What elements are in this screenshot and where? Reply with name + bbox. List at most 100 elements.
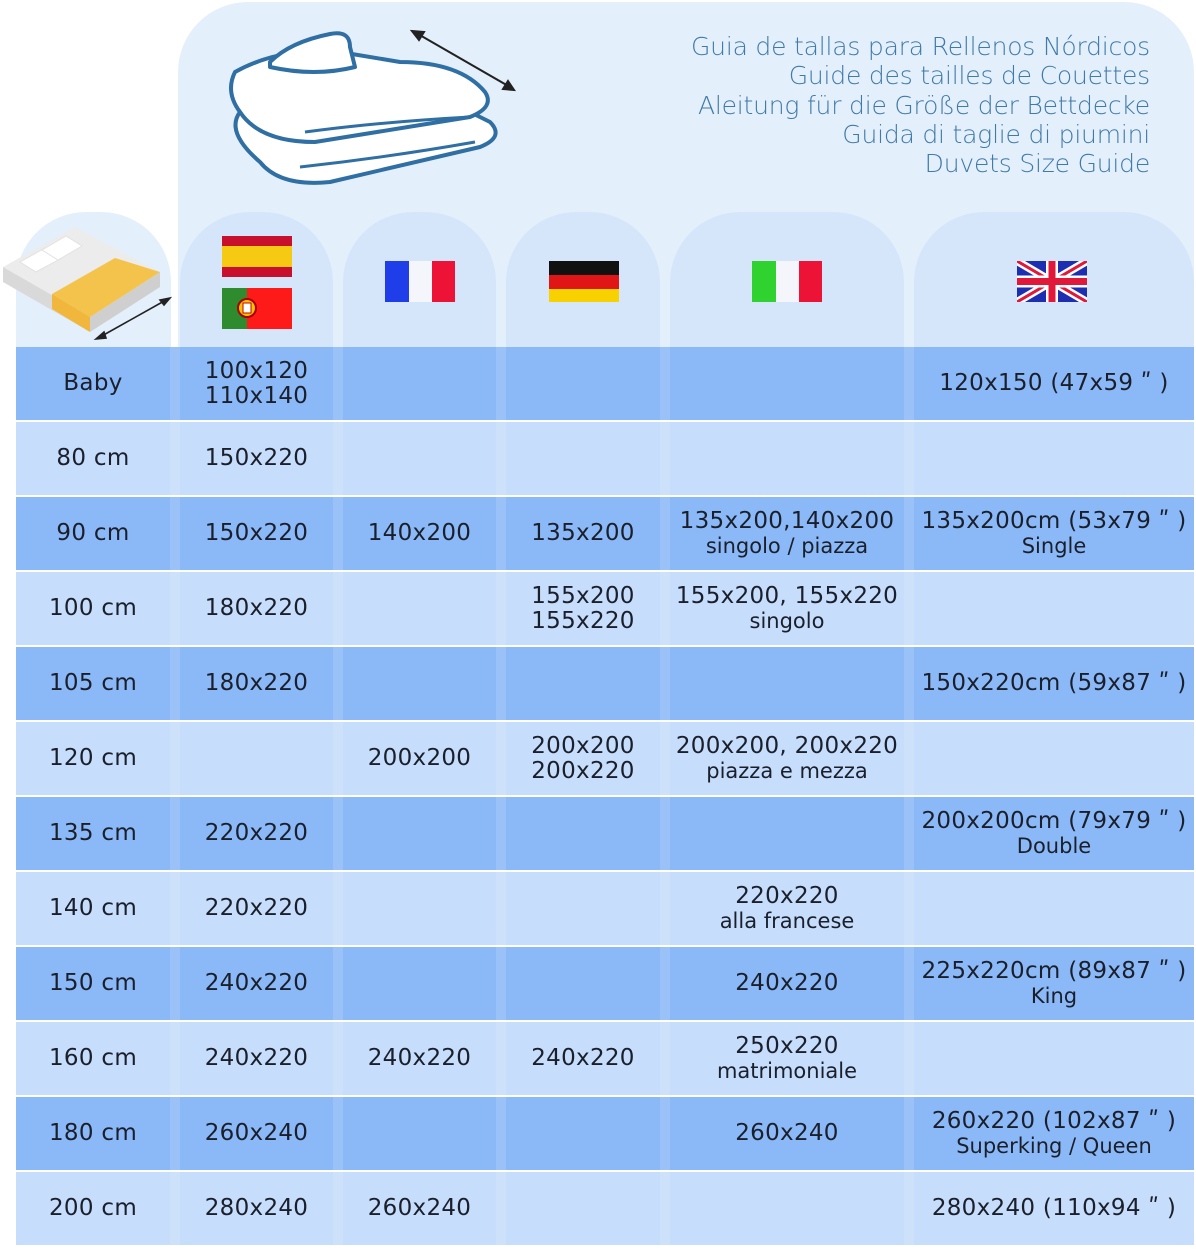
- bed-size-cell: 80 cm: [16, 422, 170, 495]
- uk-flag-icon: [1017, 261, 1087, 302]
- uk-size-cell: 135x200cm (53x79 ʺ ) Single: [914, 497, 1194, 570]
- column-divider: [333, 1022, 343, 1095]
- table-row: Baby 100x120 110x140 120x150 (47x59 ʺ ): [16, 347, 1194, 420]
- column-divider: [170, 422, 180, 495]
- title-en: Duvets Size Guide: [924, 149, 1151, 179]
- it-size-cell: 155x200, 155x220 singolo: [670, 572, 904, 645]
- cell-text: 280x240: [204, 1195, 309, 1221]
- column-divider: [496, 1022, 506, 1095]
- column-divider: [496, 647, 506, 720]
- column-divider: [904, 722, 914, 795]
- column-divider: [333, 572, 343, 645]
- it-size-cell: [670, 422, 904, 495]
- cell-text: 160 cm: [48, 1045, 138, 1071]
- table-row: 140 cm 220x220 220x220 alla francese: [16, 872, 1194, 945]
- column-divider: [170, 1097, 180, 1170]
- france-flag-icon: [385, 261, 455, 302]
- es_pt-size-cell: 260x240: [180, 1097, 333, 1170]
- cell-text: 140 cm: [48, 895, 138, 921]
- column-divider: [170, 722, 180, 795]
- column-divider: [904, 347, 914, 420]
- cell-text: 200x200: [531, 732, 635, 759]
- column-divider: [904, 422, 914, 495]
- column-divider: [660, 1022, 670, 1095]
- table-row: 90 cm 150x220 140x200 135x200 135x200,140x20…: [16, 497, 1194, 570]
- cell-text: 180 cm: [48, 1120, 138, 1146]
- column-divider: [904, 947, 914, 1020]
- cell-text: 135x200cm (53x79 ʺ ): [921, 507, 1187, 534]
- cell-text: Superking / Queen: [956, 1133, 1152, 1158]
- cell-text: 150x220: [204, 445, 309, 471]
- column-divider: [170, 647, 180, 720]
- cell-text: Baby: [63, 370, 123, 396]
- table-row: 100 cm 180x220 155x200 155x220 155x200, 155x…: [16, 572, 1194, 645]
- table-row: 150 cm 240x220 240x220 225x220cm (89x87 ʺ )…: [16, 947, 1194, 1020]
- fr-size-cell: 260x240: [343, 1172, 496, 1245]
- column-divider: [904, 797, 914, 870]
- de-size-cell: [506, 797, 660, 870]
- column-divider: [170, 872, 180, 945]
- es_pt-size-cell: 150x220: [180, 422, 333, 495]
- cell-text: 220x220: [204, 895, 309, 921]
- it-size-cell: [670, 1172, 904, 1245]
- column-divider: [904, 497, 914, 570]
- uk-size-cell: 260x220 (102x87 ʺ ) Superking / Queen: [914, 1097, 1194, 1170]
- column-divider: [496, 722, 506, 795]
- cell-text: 260x240: [204, 1120, 309, 1146]
- it-size-cell: 135x200,140x200 singolo / piazza: [670, 497, 904, 570]
- uk-size-cell: [914, 872, 1194, 945]
- bed-size-cell: 90 cm: [16, 497, 170, 570]
- cell-text: 220x220: [735, 882, 839, 909]
- es_pt-size-cell: 150x220: [180, 497, 333, 570]
- cell-text: 200 cm: [48, 1195, 138, 1221]
- bed-size-cell: 160 cm: [16, 1022, 170, 1095]
- es_pt-size-cell: 180x220: [180, 572, 333, 645]
- it-size-cell: 200x200, 200x220 piazza e mezza: [670, 722, 904, 795]
- column-divider: [170, 797, 180, 870]
- cell-text: 240x220: [204, 1045, 309, 1071]
- uk-size-cell: 225x220cm (89x87 ʺ ) King: [914, 947, 1194, 1020]
- bed-size-cell: 140 cm: [16, 872, 170, 945]
- it-size-cell: 250x220 matrimoniale: [670, 1022, 904, 1095]
- de-size-cell: [506, 947, 660, 1020]
- cell-text: 200x220: [531, 757, 635, 784]
- column-divider: [660, 1097, 670, 1170]
- cell-text: 200x200: [367, 745, 472, 771]
- cell-text: 200x200cm (79x79 ʺ ): [921, 807, 1187, 834]
- column-divider: [904, 872, 914, 945]
- column-divider: [660, 347, 670, 420]
- column-divider: [496, 497, 506, 570]
- es-pt-column-header: [180, 212, 333, 362]
- cell-text: 155x220: [531, 607, 635, 634]
- cell-text: 105 cm: [48, 670, 138, 696]
- cell-text: 155x200, 155x220: [675, 582, 899, 609]
- bed-size-cell: 135 cm: [16, 797, 170, 870]
- fr-size-cell: 200x200: [343, 722, 496, 795]
- cell-text: singolo: [749, 608, 825, 633]
- table-row: 160 cm 240x220 240x220 240x220 250x220 matrim…: [16, 1022, 1194, 1095]
- column-divider: [660, 947, 670, 1020]
- uk-size-cell: [914, 572, 1194, 645]
- column-divider: [496, 872, 506, 945]
- fr-size-cell: [343, 797, 496, 870]
- portugal-flag-icon: [222, 288, 292, 329]
- guide-titles: Guia de tallas para Rellenos Nórdicos Gu…: [691, 32, 1150, 178]
- cell-text: 200x200, 200x220: [675, 732, 899, 759]
- bed-size-cell: 100 cm: [16, 572, 170, 645]
- cell-text: 80 cm: [56, 445, 130, 471]
- es_pt-size-cell: [180, 722, 333, 795]
- spain-flag-icon: [222, 236, 292, 277]
- bed-mattress-width-icon: [3, 227, 173, 341]
- uk-size-cell: [914, 422, 1194, 495]
- title-it: Guida di taglie di piumini: [842, 119, 1150, 149]
- cell-text: piazza e mezza: [706, 758, 868, 783]
- cell-text: 260x220 (102x87 ʺ ): [931, 1107, 1177, 1134]
- column-divider: [333, 497, 343, 570]
- table-row: 105 cm 180x220 150x220cm (59x87 ʺ ): [16, 647, 1194, 720]
- es_pt-size-cell: 280x240: [180, 1172, 333, 1245]
- column-divider: [660, 497, 670, 570]
- de-size-cell: [506, 647, 660, 720]
- column-divider: [333, 347, 343, 420]
- table-row: 180 cm 260x240 260x240 260x220 (102x87 ʺ ) S…: [16, 1097, 1194, 1170]
- de-size-cell: [506, 872, 660, 945]
